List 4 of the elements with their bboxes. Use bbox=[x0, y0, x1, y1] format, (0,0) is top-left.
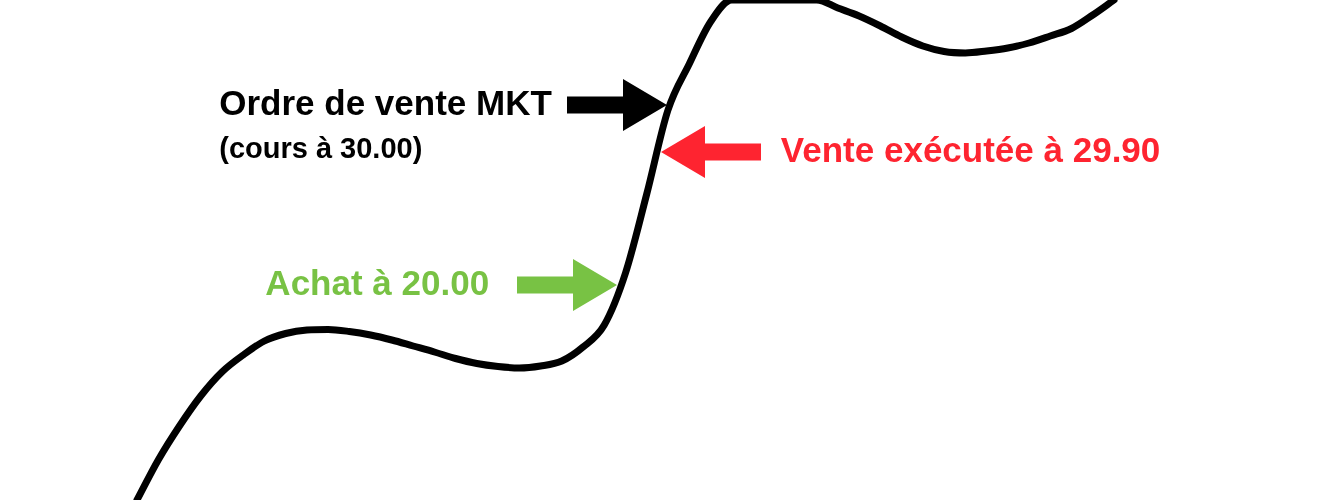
annotation: Ordre de vente MKT bbox=[219, 82, 552, 122]
annotation: (cours à 30.00) bbox=[219, 132, 423, 164]
annotation: Vente exécutée à 29.90 bbox=[780, 129, 1161, 169]
annotation: Achat à 20.00 bbox=[265, 262, 490, 302]
